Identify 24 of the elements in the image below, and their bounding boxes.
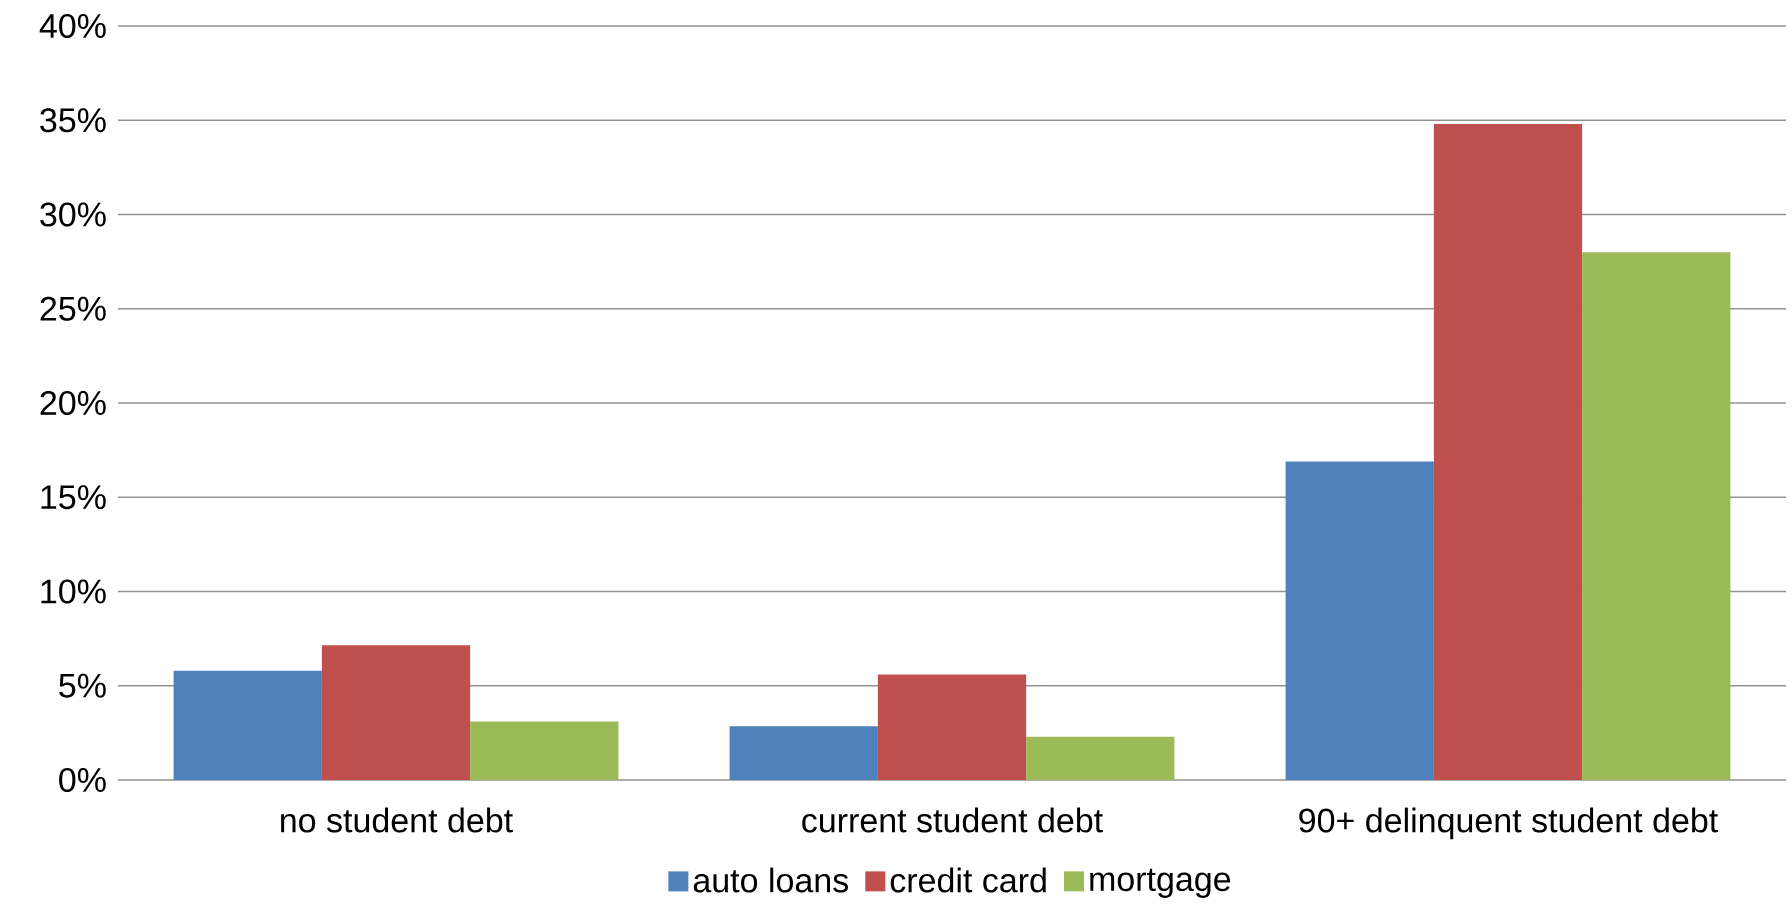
bar xyxy=(470,721,619,780)
y-tick-label: 5% xyxy=(59,673,106,698)
y-tick-label: 15% xyxy=(41,485,106,510)
y-tick-label: 10% xyxy=(41,579,106,604)
bar xyxy=(877,674,1027,780)
y-tick-label: 30% xyxy=(40,202,106,227)
y-tick-label: 0% xyxy=(59,767,106,793)
x-tick-label: 90+ delinquent student debt xyxy=(1299,807,1718,840)
legend-label: auto loans xyxy=(693,867,848,893)
bar xyxy=(1026,736,1175,780)
bar xyxy=(1582,252,1731,780)
bar xyxy=(1433,124,1583,780)
y-tick-label: 40% xyxy=(39,13,106,39)
bar xyxy=(1285,461,1434,780)
legend-label: mortgage xyxy=(1090,868,1231,898)
bar xyxy=(321,645,471,780)
bar xyxy=(173,670,322,780)
legend-label: credit card xyxy=(890,867,1046,893)
x-tick-label: current student debt xyxy=(802,807,1103,833)
y-tick-label: 20% xyxy=(40,390,106,416)
x-tick-label: no student debt xyxy=(281,807,513,833)
y-tick-label: 35% xyxy=(40,108,106,133)
bar xyxy=(729,726,878,780)
y-tick-label: 25% xyxy=(40,296,106,321)
